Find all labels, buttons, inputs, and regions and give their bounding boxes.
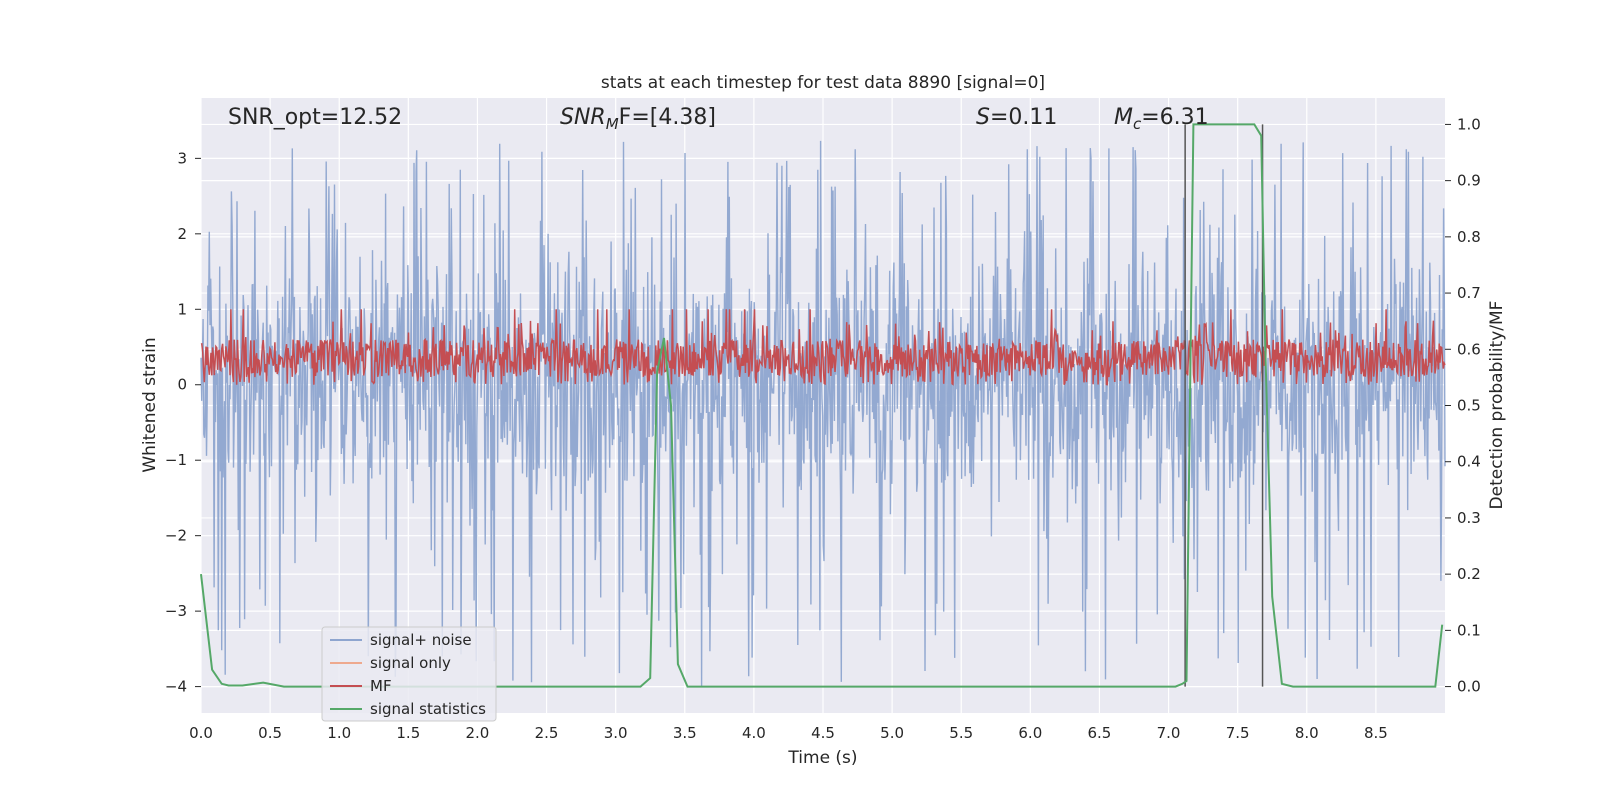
y-tick-label-right: 0.1 — [1457, 621, 1481, 639]
y-tick-label-left: −4 — [165, 678, 187, 696]
x-tick-label: 5.5 — [949, 724, 973, 742]
x-tick-label: 1.0 — [327, 724, 351, 742]
tick-labels: 0.0 0.5 1.0 1.5 2.0 2.5 3.0 3.5 4.0 4.5 5.0 5.5 6.0 6… — [165, 115, 1481, 742]
x-tick-label: 1.5 — [396, 724, 420, 742]
x-tick-label: 8.0 — [1295, 724, 1319, 742]
x-tick-label: 6.5 — [1088, 724, 1112, 742]
annotation-mc: Mc=6.31 — [1114, 105, 1209, 133]
x-axis-label: Time (s) — [787, 748, 857, 768]
series-signal-statistics — [200, 123, 1444, 688]
y-tick-label-right: 0.2 — [1457, 565, 1481, 583]
series-signal-noise — [200, 140, 1446, 687]
x-tick-label: 5.0 — [880, 724, 904, 742]
x-tick-label: 0.5 — [258, 724, 282, 742]
y-tick-label-right: 0.5 — [1457, 397, 1481, 415]
x-tick-label: 4.0 — [742, 724, 766, 742]
legend-label-signal-noise: signal+ noise — [370, 631, 472, 649]
annotation-snr-mf: SNRMF=[4.38] — [560, 105, 716, 133]
x-tick-label: 3.5 — [673, 724, 697, 742]
x-tick-label: 4.5 — [811, 724, 835, 742]
x-tick-label: 2.5 — [535, 724, 559, 742]
x-tick-label: 7.5 — [1226, 724, 1250, 742]
y-tick-label-left: 2 — [177, 225, 187, 243]
x-tick-label: 3.0 — [604, 724, 628, 742]
x-tick-label: 0.0 — [189, 724, 213, 742]
signal-statistics-line — [200, 123, 1444, 688]
y-tick-label-right: 0.3 — [1457, 509, 1481, 527]
y-tick-label-right: 0.9 — [1457, 172, 1481, 190]
x-tick-label: 7.0 — [1157, 724, 1181, 742]
y-tick-label-right: 1.0 — [1457, 115, 1481, 133]
signal-noise-line — [200, 140, 1446, 687]
legend-box — [321, 626, 497, 722]
y-tick-label-left: −3 — [165, 602, 187, 620]
y-tick-label-right: 0.7 — [1457, 284, 1481, 302]
chart-title: stats at each timestep for test data 889… — [601, 73, 1045, 93]
y-tick-label-right: 0.6 — [1457, 340, 1481, 358]
y-tick-label-left: 1 — [177, 300, 187, 318]
annotation-snr-opt: SNR_opt=12.52 — [228, 105, 402, 130]
y-axis-label-left: Whitened strain — [140, 337, 160, 472]
x-tick-label: 2.0 — [466, 724, 490, 742]
series-mf — [200, 309, 1446, 386]
annotation-s: S=0.11 — [976, 105, 1057, 130]
legend-label-signal-only: signal only — [370, 654, 451, 672]
y-tick-label-left: −1 — [165, 451, 187, 469]
y-tick-label-right: 0.8 — [1457, 228, 1481, 246]
x-tick-label: 8.5 — [1364, 724, 1388, 742]
legend-label-mf: MF — [370, 677, 392, 695]
mf-line — [200, 309, 1446, 386]
x-tick-label: 6.0 — [1018, 724, 1042, 742]
legend: signal+ noise signal only MF signal stat… — [321, 626, 497, 722]
y-tick-label-left: 0 — [177, 376, 187, 394]
y-tick-label-right: 0.4 — [1457, 453, 1481, 471]
y-tick-label-left: −2 — [165, 527, 187, 545]
y-axis-label-right: Detection probability/MF — [1487, 301, 1507, 510]
legend-label-signal-statistics: signal statistics — [370, 700, 486, 718]
y-tick-label-left: 3 — [177, 149, 187, 167]
y-tick-label-right: 0.0 — [1457, 678, 1481, 696]
